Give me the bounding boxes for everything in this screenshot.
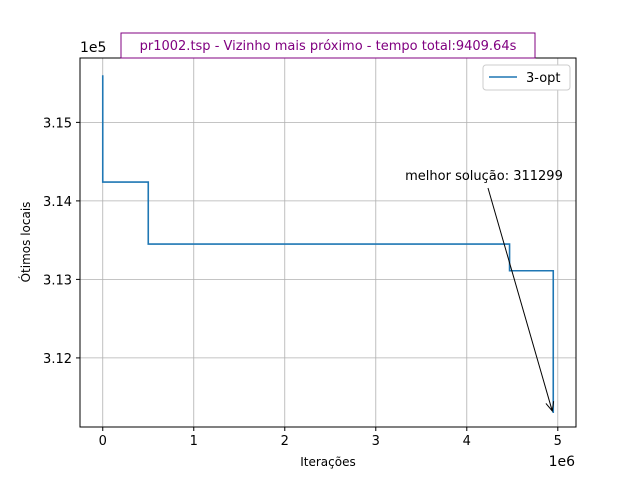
- x-axis-label: Iterações: [300, 455, 356, 469]
- annotation-layer: melhor solução: 311299: [405, 169, 563, 413]
- x-tick-label: 3: [372, 434, 380, 449]
- y-tick-label: 3.12: [43, 352, 72, 367]
- y-tick-label: 3.15: [43, 116, 72, 131]
- grid: [80, 58, 576, 427]
- legend-label-3-opt: 3-opt: [526, 71, 561, 86]
- series-line-3-opt: [101, 75, 555, 413]
- y-ticks: 3.12 3.13 3.14 3.15: [43, 116, 80, 367]
- legend: 3-opt: [482, 64, 571, 91]
- annotation-arrowhead: [545, 401, 555, 413]
- x-tick-label: 0: [99, 434, 107, 449]
- x-tick-label: 1: [190, 434, 198, 449]
- y-offset-label: 1e5: [80, 40, 106, 56]
- annotation-text: melhor solução: 311299: [405, 169, 563, 184]
- title-box: [120, 32, 536, 59]
- chart-title: pr1002.tsp - Vizinho mais próximo - temp…: [140, 39, 517, 54]
- y-tick-label: 3.14: [43, 195, 72, 210]
- legend-box: [482, 64, 571, 91]
- y-tick-label: 3.13: [43, 273, 72, 288]
- x-tick-label: 5: [554, 434, 562, 449]
- x-ticks: 0 1 2 3 4 5: [99, 427, 562, 449]
- y-axis-label: Ótimos locais: [18, 202, 33, 283]
- annotation-arrow: [487, 187, 553, 412]
- x-offset-label: 1e6: [549, 454, 576, 470]
- x-tick-label: 4: [463, 434, 471, 449]
- series-layer: [101, 75, 555, 413]
- x-tick-label: 2: [281, 434, 289, 449]
